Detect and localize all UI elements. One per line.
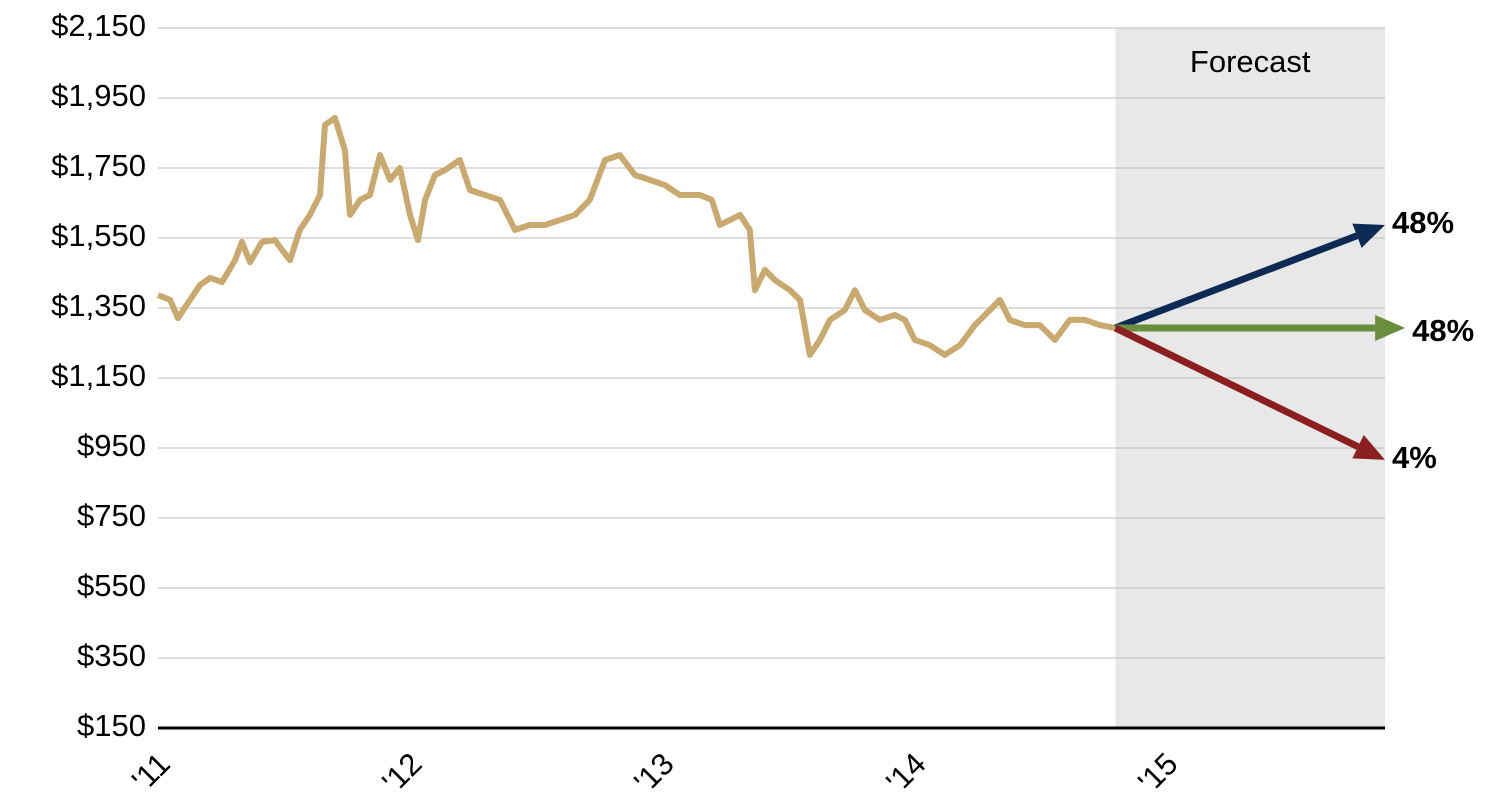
x-tick-label: '14 xyxy=(879,746,932,799)
price-line xyxy=(156,114,1116,358)
forecast-arrow xyxy=(1114,232,1359,332)
arrowhead xyxy=(1352,435,1385,460)
arrowhead xyxy=(1375,314,1406,341)
arrow-label: 48% xyxy=(1392,205,1454,240)
x-tick-label: '12 xyxy=(375,746,428,799)
y-tick-label: $750 xyxy=(77,498,146,533)
forecast-label: Forecast xyxy=(1190,44,1311,79)
arrow-label: 48% xyxy=(1412,313,1474,348)
y-tick-label: $2,150 xyxy=(51,8,146,43)
y-tick-label: $150 xyxy=(77,708,146,743)
x-tick-label: '15 xyxy=(1131,746,1184,799)
y-tick-label: $1,550 xyxy=(51,218,146,253)
y-tick-label: $350 xyxy=(77,638,146,673)
y-tick-label: $1,150 xyxy=(51,358,146,393)
y-tick-label: $1,950 xyxy=(51,78,146,113)
x-tick-label: '11 xyxy=(125,746,177,798)
x-tick-label: '13 xyxy=(627,746,680,799)
forecast-arrow xyxy=(1113,324,1360,450)
y-tick-label: $950 xyxy=(77,428,146,463)
y-tick-label: $1,750 xyxy=(51,148,146,183)
y-tick-label: $1,350 xyxy=(51,288,146,323)
y-tick-label: $550 xyxy=(77,568,146,603)
arrowhead xyxy=(1352,223,1385,248)
arrow-label: 4% xyxy=(1392,440,1437,475)
